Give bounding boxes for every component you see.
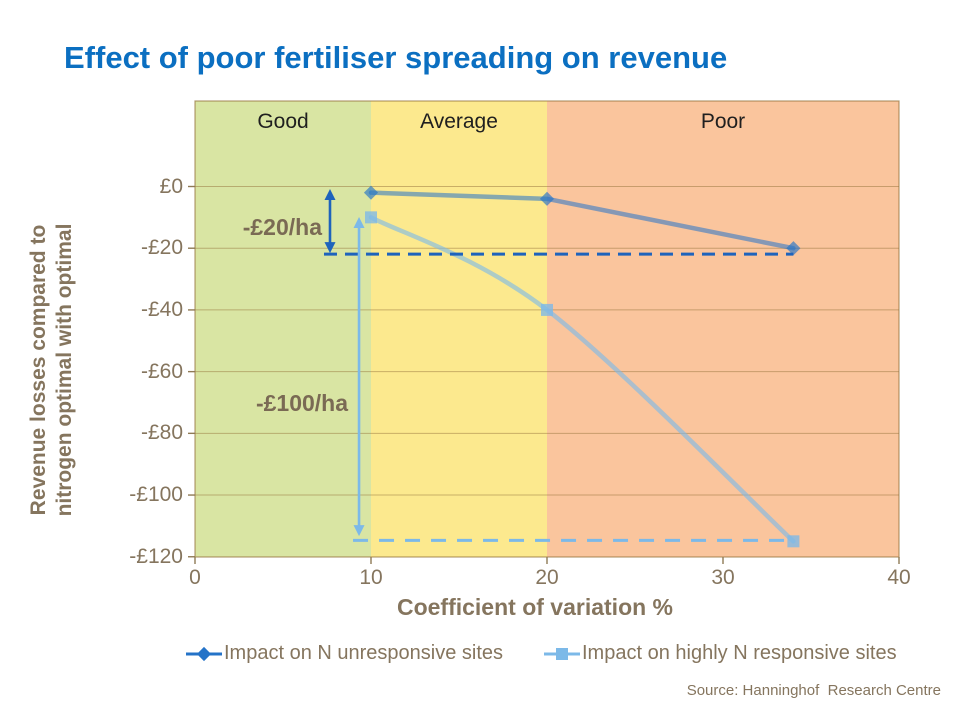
data-point-square-series-2 — [365, 211, 377, 224]
x-tick-10: 10 — [359, 566, 383, 589]
annotation-arrowhead-down-2 — [353, 525, 365, 537]
chart-title: Effect of poor fertiliser spreading on r… — [64, 40, 728, 75]
legend-label-unresponsive: Impact on N unresponsive sites — [224, 642, 504, 664]
source-credit: Source: Hanninghof Research Centre — [686, 682, 941, 699]
x-tick-40: 40 — [887, 566, 911, 589]
x-tick-30: 30 — [711, 566, 735, 589]
zone-label-poor: Poor — [700, 110, 746, 133]
series-line-2 — [368, 215, 796, 544]
annotation-100-per-ha: -£100/ha — [255, 390, 349, 416]
data-point-diamond-series-1 — [539, 191, 555, 206]
annotation-arrowhead-up-2 — [353, 217, 365, 229]
legend-marker-responsive-icon — [544, 648, 580, 660]
annotation-arrowhead-down-1 — [324, 242, 336, 254]
legend-marker-unresponsive-icon — [186, 646, 222, 662]
y-axis-title: Revenue losses compared to nitrogen opti… — [26, 130, 80, 610]
x-tick-0: 0 — [189, 566, 201, 589]
y-axis-title-line-2: nitrogen optimal with optimal — [53, 223, 77, 517]
zone-label-average: Average — [420, 110, 498, 133]
data-point-square-series-2 — [541, 303, 553, 316]
y-tick-100: -£100 — [129, 483, 183, 506]
data-point-square-series-2 — [787, 535, 800, 548]
zone-band-average — [371, 101, 547, 557]
y-tick-0: £0 — [159, 175, 183, 198]
y-tick-60: -£60 — [140, 360, 183, 383]
y-tick-20: -£20 — [140, 236, 183, 259]
annotation-arrowhead-up-1 — [324, 188, 336, 200]
y-axis-title-line-1: Revenue losses compared to — [27, 224, 50, 516]
zone-band-good — [195, 101, 371, 557]
legend-label-responsive: Impact on highly N responsive sites — [582, 642, 897, 664]
zone-label-good: Good — [257, 110, 309, 133]
y-tick-40: -£40 — [140, 298, 183, 321]
y-tick-80: -£80 — [140, 421, 183, 444]
data-point-diamond-series-1 — [786, 241, 801, 256]
zone-band-poor — [547, 101, 899, 557]
annotation-20-per-ha: -£20/ha — [242, 214, 322, 240]
x-axis-title: Coefficient of variation % — [396, 594, 674, 620]
x-tick-20: 20 — [535, 566, 559, 589]
y-tick-120: -£120 — [129, 545, 183, 568]
data-point-diamond-series-1 — [363, 185, 379, 200]
